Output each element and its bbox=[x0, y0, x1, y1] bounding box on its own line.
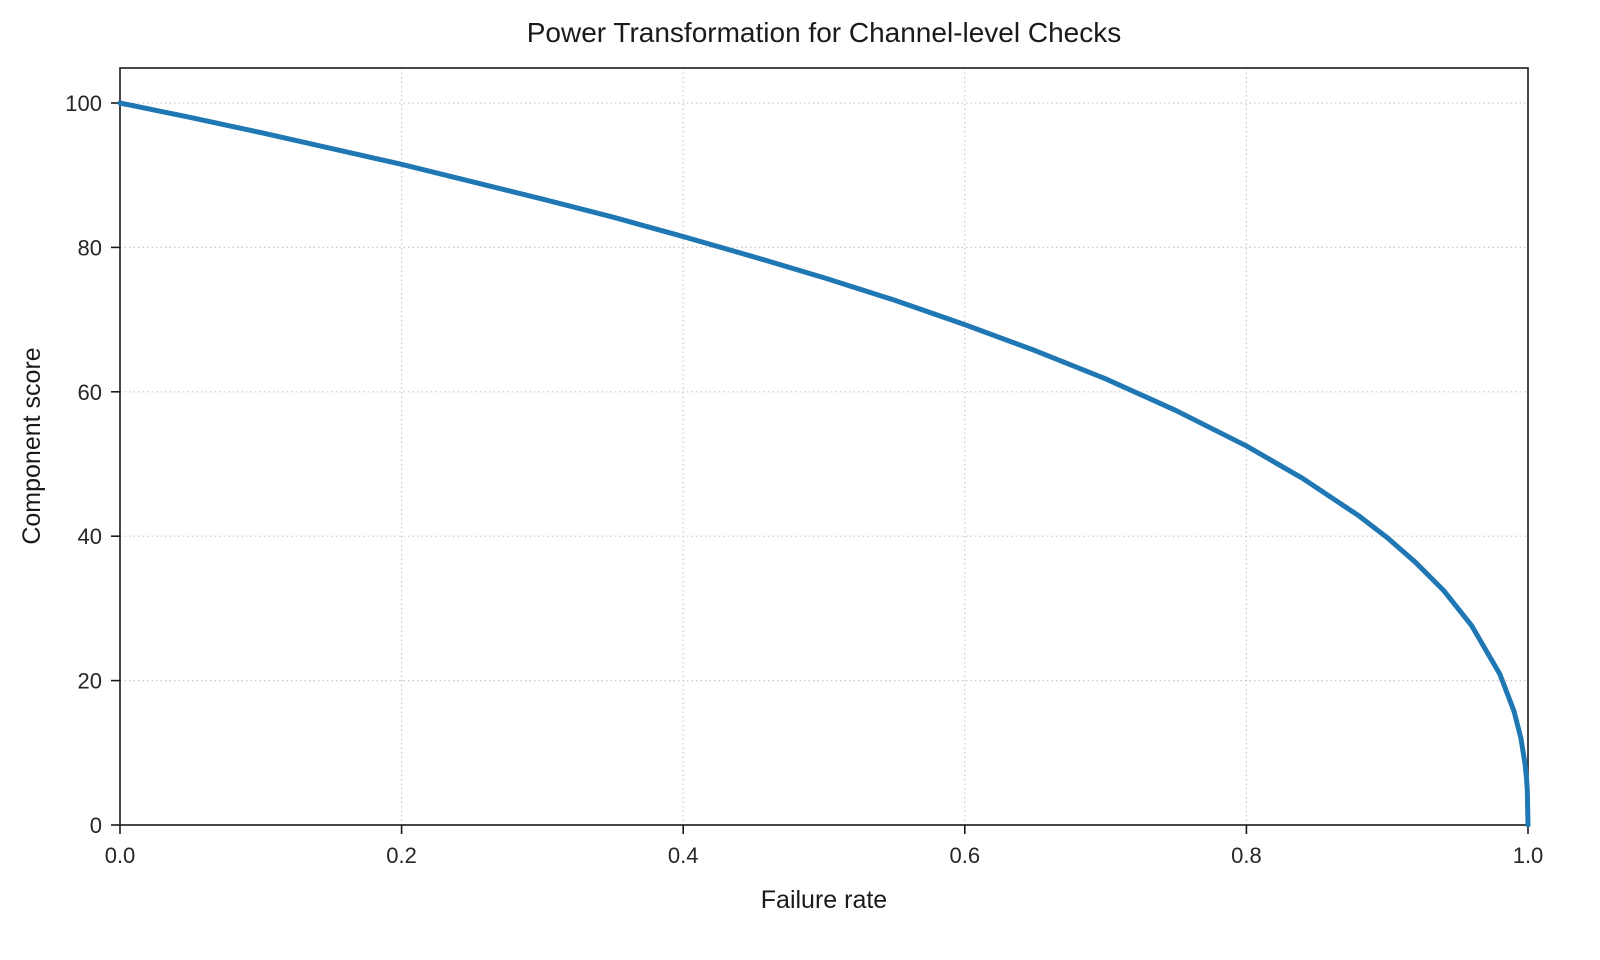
x-tick-label: 0.8 bbox=[1231, 843, 1262, 868]
x-tick-label: 0.4 bbox=[668, 843, 699, 868]
y-tick-label: 0 bbox=[90, 813, 102, 838]
x-axis-label: Failure rate bbox=[761, 886, 887, 914]
x-tick-label: 0.2 bbox=[386, 843, 417, 868]
chart-line bbox=[117, 100, 1531, 828]
x-tick-label: 0.0 bbox=[105, 843, 136, 868]
x-tick-label: 0.6 bbox=[950, 843, 981, 868]
y-tick-label: 60 bbox=[78, 380, 102, 405]
y-tick-label: 20 bbox=[78, 669, 102, 694]
y-tick-label: 80 bbox=[78, 235, 102, 260]
y-tick-label: 40 bbox=[78, 524, 102, 549]
y-tick-label: 100 bbox=[65, 91, 102, 116]
axis-ticks: 0.0 0.2 0.4 0.6 0.8 1.0 0 20 40 60 80 100 bbox=[65, 91, 1543, 868]
plot-frame bbox=[119, 67, 1529, 826]
grid-lines bbox=[119, 68, 1529, 826]
chart-title: Power Transformation for Channel-level C… bbox=[527, 17, 1121, 48]
y-axis-label: Component score bbox=[18, 347, 46, 544]
x-tick-label: 1.0 bbox=[1513, 843, 1544, 868]
